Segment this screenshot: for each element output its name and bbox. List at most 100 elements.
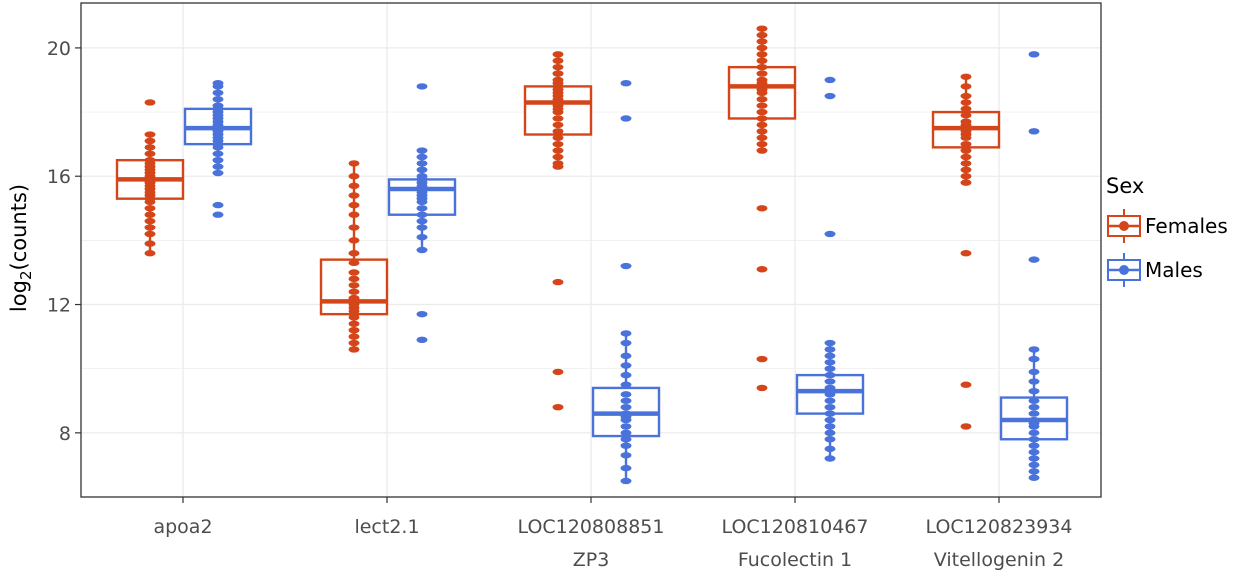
data-point xyxy=(824,436,836,443)
data-point xyxy=(144,217,156,225)
data-point xyxy=(960,140,972,148)
y-tick-label: 8 xyxy=(59,423,71,445)
data-point xyxy=(756,108,768,116)
data-point xyxy=(416,310,428,318)
data-point xyxy=(212,83,224,90)
data-point xyxy=(1028,442,1040,449)
data-point xyxy=(416,233,428,241)
data-point xyxy=(552,70,564,77)
data-point xyxy=(348,275,360,283)
x-axis-ticks: apoa2 lect2.1 LOC120808851 ZP3 LOC120810467 F… xyxy=(153,497,1072,571)
data-point xyxy=(1028,387,1040,395)
data-point xyxy=(756,384,768,392)
x-tick-label-line2: Vitellogenin 2 xyxy=(934,549,1064,571)
data-point xyxy=(824,92,836,100)
data-point xyxy=(552,134,564,141)
data-point xyxy=(756,115,768,122)
data-point xyxy=(620,115,632,122)
data-point xyxy=(348,160,360,167)
data-point xyxy=(1028,256,1040,263)
box-males-2 xyxy=(591,79,661,485)
data-point xyxy=(824,346,836,353)
data-point xyxy=(756,266,768,273)
box-males-3 xyxy=(795,76,865,462)
data-point xyxy=(960,112,972,119)
data-point xyxy=(1028,355,1040,363)
data-point xyxy=(756,51,768,58)
x-tick-label-line2: ZP3 xyxy=(573,549,610,571)
data-point xyxy=(1028,397,1040,404)
data-point xyxy=(1028,346,1040,353)
data-point xyxy=(1028,468,1040,475)
data-point xyxy=(348,237,360,244)
data-point xyxy=(756,44,768,52)
box-females-3 xyxy=(727,25,797,392)
data-point xyxy=(212,144,224,151)
data-point xyxy=(620,403,632,411)
data-point xyxy=(620,79,632,87)
data-point xyxy=(416,83,428,90)
data-point xyxy=(348,259,360,267)
data-point xyxy=(960,147,972,154)
data-point xyxy=(824,455,836,462)
data-point xyxy=(960,83,972,90)
data-point xyxy=(620,362,632,369)
box-females-0 xyxy=(115,99,185,257)
data-point xyxy=(552,108,564,116)
data-point xyxy=(416,246,428,254)
data-point xyxy=(348,224,360,231)
data-point xyxy=(1028,423,1040,430)
data-point xyxy=(144,99,156,106)
data-point xyxy=(756,89,768,97)
data-point xyxy=(144,240,156,247)
legend: Sex Females Males xyxy=(1106,174,1228,287)
data-point xyxy=(1028,368,1040,376)
data-point xyxy=(824,423,836,430)
data-point xyxy=(416,217,428,225)
data-point xyxy=(756,63,768,71)
data-point xyxy=(960,92,972,100)
x-tick-label-line2: Fucolectin 1 xyxy=(738,549,852,571)
x-tick-label: LOC120808851 xyxy=(518,516,665,538)
data-point xyxy=(416,160,428,167)
data-point xyxy=(960,160,972,167)
data-point xyxy=(620,464,632,472)
data-point xyxy=(144,211,156,218)
legend-entry-males: Males xyxy=(1107,253,1203,287)
grid-lines xyxy=(81,3,1101,498)
data-point xyxy=(416,205,428,212)
data-point xyxy=(552,278,564,286)
legend-label: Males xyxy=(1145,258,1203,282)
data-point xyxy=(824,416,836,424)
data-point xyxy=(960,166,972,174)
data-point xyxy=(348,314,360,321)
box-layer xyxy=(115,25,1069,485)
data-point xyxy=(756,38,768,45)
data-point xyxy=(348,326,360,334)
data-point xyxy=(756,70,768,77)
data-point xyxy=(144,198,156,206)
data-point xyxy=(144,150,156,157)
data-point xyxy=(212,156,224,164)
data-point xyxy=(144,205,156,212)
data-point xyxy=(348,182,360,190)
box-females-2 xyxy=(523,51,593,411)
data-point xyxy=(620,429,632,437)
data-point xyxy=(212,96,224,103)
data-point xyxy=(824,445,836,453)
data-point xyxy=(212,169,224,177)
data-point xyxy=(348,201,360,209)
data-point xyxy=(756,140,768,148)
data-point xyxy=(960,73,972,80)
data-point xyxy=(1028,429,1040,437)
data-point xyxy=(1028,51,1040,58)
data-point xyxy=(620,262,632,270)
data-point xyxy=(756,57,768,64)
data-point xyxy=(212,201,224,209)
data-point xyxy=(960,134,972,141)
y-axis-ticks: 8 12 16 20 xyxy=(47,38,81,445)
data-point xyxy=(756,147,768,154)
data-point xyxy=(756,355,768,363)
data-point xyxy=(552,163,564,170)
